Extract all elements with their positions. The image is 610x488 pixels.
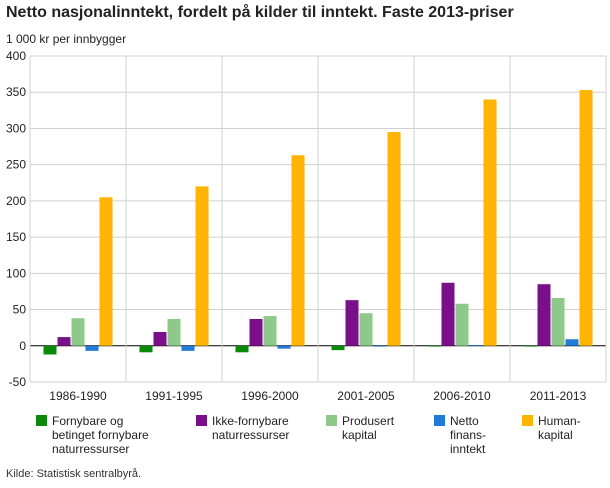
legend-swatch (434, 415, 445, 426)
chart-title: Netto nasjonalinntekt, fordelt på kilder… (6, 4, 514, 21)
legend-item: Fornybare og betinget fornybare naturres… (36, 414, 149, 456)
x-tick-label: 2011-2013 (530, 389, 587, 403)
bar (99, 197, 113, 346)
legend-swatch (196, 415, 207, 426)
legend-item: Produsert kapital (326, 414, 394, 442)
chart-legend: Fornybare og betinget fornybare naturres… (36, 414, 606, 460)
bar (263, 316, 277, 346)
bar (291, 155, 305, 346)
legend-label: Produsert kapital (342, 414, 395, 442)
legend-label: Fornybare og betinget fornybare naturres… (52, 414, 149, 456)
bar (579, 90, 593, 346)
legend-label: Netto finans- inntekt (450, 414, 487, 456)
bar (277, 345, 291, 349)
bar (441, 282, 455, 346)
bar (181, 345, 195, 351)
bar (387, 132, 401, 346)
legend-item: Human- kapital (522, 414, 581, 442)
y-tick-label: 100 (6, 266, 26, 280)
bar (469, 345, 483, 346)
bar (523, 345, 537, 347)
bar (455, 303, 469, 346)
bar (373, 345, 387, 347)
bar (483, 99, 497, 346)
bar (43, 345, 57, 355)
bar (195, 186, 209, 346)
x-tick-label: 1991-1995 (145, 389, 203, 403)
bar (359, 313, 373, 346)
y-tick-label: 0 (19, 339, 26, 353)
y-axis-label: 1 000 kr per innbygger (6, 32, 127, 46)
bar (345, 300, 359, 346)
bar-chart: -50 0 50 100 150 200 250 300 350 400 1986-1990 1991… (6, 49, 607, 403)
legend-swatch (522, 415, 533, 426)
x-tick-label: 2001-2005 (337, 389, 395, 403)
bar (565, 339, 579, 346)
legend-label: Human- kapital (538, 414, 581, 442)
bar (331, 345, 345, 351)
y-tick-label: 300 (6, 121, 26, 135)
bar (551, 297, 565, 346)
y-tick-label: 400 (6, 49, 26, 63)
y-tick-label: 150 (6, 230, 26, 244)
y-tick-label: 350 (6, 85, 26, 99)
y-tick-label: 50 (13, 303, 27, 317)
bar (153, 332, 167, 346)
x-tick-label: 1986-1990 (49, 389, 107, 403)
legend-swatch (326, 415, 337, 426)
legend-swatch (36, 415, 47, 426)
legend-label: Ikke-fornybare naturressurser (212, 414, 290, 442)
y-tick-label: -50 (9, 375, 27, 389)
bar (249, 318, 263, 346)
y-tick-label: 200 (6, 194, 26, 208)
x-tick-label: 2006-2010 (433, 389, 491, 403)
bar (139, 345, 153, 353)
source-note: Kilde: Statistisk sentralbyrå. (6, 468, 142, 480)
y-tick-label: 250 (6, 158, 26, 172)
bar (167, 318, 181, 346)
legend-item: Ikke-fornybare naturressurser (196, 414, 289, 442)
bar (57, 337, 71, 346)
bar (427, 345, 441, 347)
bar (85, 345, 99, 351)
bar (71, 318, 85, 346)
x-tick-label: 1996-2000 (241, 389, 299, 403)
bar (537, 284, 551, 346)
bar (235, 345, 249, 353)
legend-item: Netto finans- inntekt (434, 414, 486, 456)
